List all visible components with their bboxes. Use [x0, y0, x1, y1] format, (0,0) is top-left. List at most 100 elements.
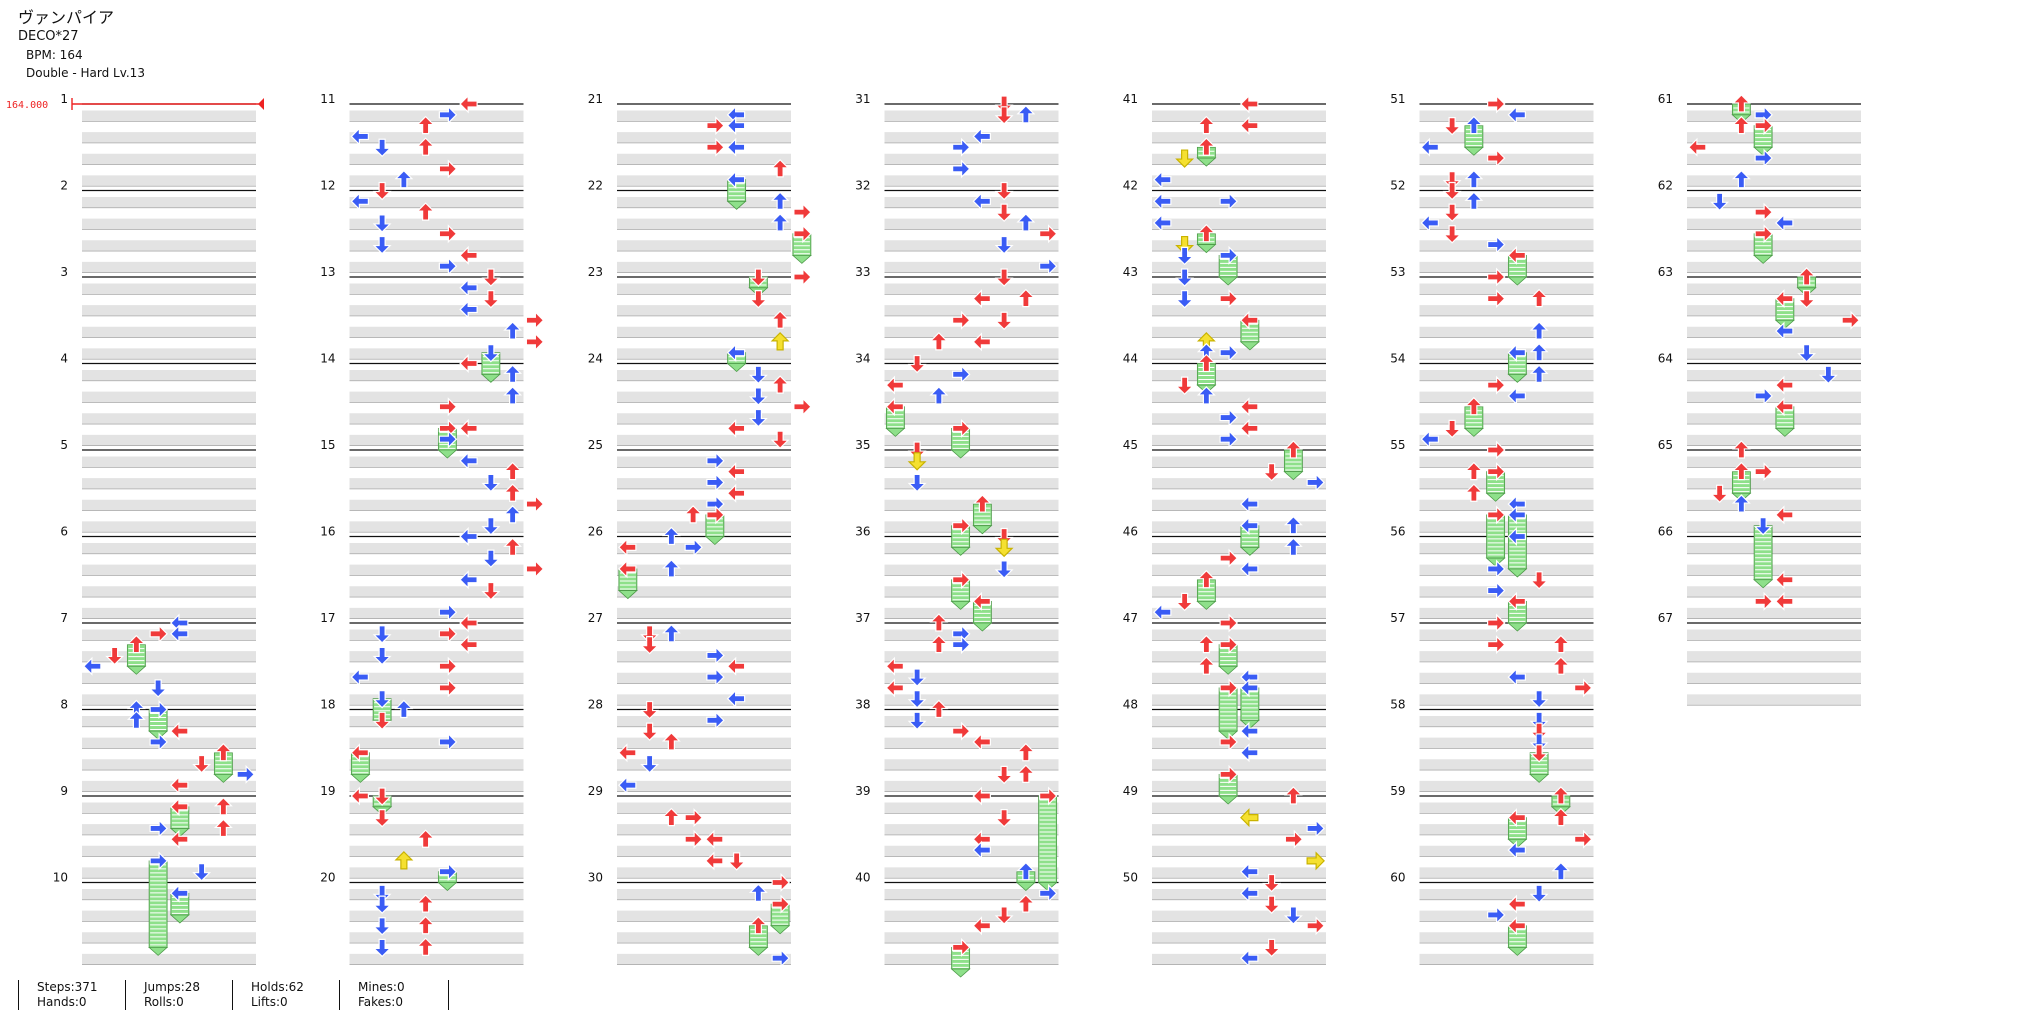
step-arrow-right-icon	[952, 516, 971, 536]
measure-number: 62	[1658, 179, 1673, 193]
step-arrow-left-icon	[1240, 743, 1259, 763]
beat-stripe	[1419, 672, 1594, 684]
step-arrow-left-icon	[1507, 808, 1526, 828]
beat-stripe	[82, 521, 256, 533]
step-arrow-left-icon	[1240, 862, 1259, 882]
step-arrow-up-icon	[1196, 115, 1216, 135]
beat-stripe	[349, 651, 524, 662]
measure-number: 38	[855, 698, 870, 712]
beat-stripe	[82, 694, 256, 706]
beat-stripe	[1419, 369, 1594, 381]
measure-number: 18	[320, 698, 335, 712]
step-arrow-left-icon	[1507, 667, 1526, 687]
beat-stripe	[1419, 153, 1594, 165]
beat-stripe	[617, 196, 791, 208]
step-arrow-down-icon	[748, 268, 768, 287]
beat-stripe	[1687, 153, 1861, 165]
step-arrow-down-icon	[1175, 376, 1195, 395]
step-arrow-down-icon	[994, 765, 1014, 785]
step-arrow-right-icon	[706, 137, 725, 157]
measure-number: 67	[1658, 611, 1673, 625]
beat-stripe	[1687, 132, 1861, 143]
step-arrow-down-icon	[994, 538, 1014, 558]
step-arrow-right-icon	[706, 505, 725, 525]
beat-stripe	[82, 218, 256, 230]
step-arrow-right-icon	[952, 418, 971, 438]
step-arrow-up-icon	[929, 332, 949, 351]
step-arrow-left-icon	[459, 245, 478, 265]
measure-number: 27	[588, 611, 603, 625]
step-arrow-left-icon	[459, 527, 478, 546]
beat-stripe	[1419, 694, 1594, 706]
step-arrow-left-icon	[1240, 116, 1259, 136]
measure-number: 43	[1123, 265, 1138, 279]
bpm-marker: 164.000	[6, 98, 264, 111]
measure-labels-layer: 1234567891011121314151617181920212223242…	[53, 92, 1673, 885]
beat-stripe	[1419, 845, 1594, 857]
step-arrow-left-icon	[1153, 602, 1172, 622]
beat-stripe	[1419, 759, 1594, 771]
beat-stripe	[1419, 326, 1594, 338]
step-arrow-right-icon	[1306, 851, 1325, 871]
beat-stripe	[1152, 478, 1326, 489]
step-arrow-down-icon	[192, 863, 212, 882]
beat-stripe	[884, 132, 1059, 143]
step-arrow-right-icon	[1219, 732, 1238, 752]
step-arrow-up-icon	[1016, 104, 1036, 124]
hold-note	[1774, 406, 1795, 437]
step-arrow-down-icon	[748, 387, 768, 406]
step-arrow-down-icon	[907, 354, 927, 374]
step-arrow-left-icon	[459, 354, 478, 373]
step-arrow-left-icon	[170, 883, 189, 903]
step-arrow-right-icon	[1284, 829, 1304, 849]
beat-stripe	[884, 305, 1059, 316]
hold-note	[1507, 514, 1528, 578]
measure-number: 13	[320, 265, 335, 279]
beat-stripe	[82, 824, 256, 835]
beat-stripe	[1419, 413, 1594, 425]
step-arrow-right-icon	[149, 700, 168, 719]
step-arrow-left-icon	[972, 289, 991, 309]
measure-number: 41	[1123, 92, 1138, 106]
beat-stripe	[349, 521, 524, 533]
beat-stripe	[617, 218, 791, 230]
beat-stripe	[884, 521, 1059, 533]
hold-note	[950, 946, 971, 978]
beat-stripe	[349, 240, 524, 252]
hold-note	[748, 925, 769, 956]
step-arrow-right-icon	[1219, 429, 1238, 449]
beat-stripe	[617, 175, 791, 187]
beat-stripe	[617, 953, 791, 965]
step-arrow-down-icon	[1442, 171, 1462, 190]
step-arrow-left-icon	[1507, 505, 1526, 525]
step-arrow-down-icon	[994, 560, 1014, 579]
beat-stripe	[884, 651, 1059, 662]
step-arrow-left-icon	[459, 278, 478, 298]
beat-stripe	[1152, 824, 1326, 835]
step-arrow-down-icon	[907, 668, 927, 687]
beat-stripe	[617, 326, 791, 338]
step-arrow-right-icon	[1487, 635, 1506, 655]
measure-number: 56	[1390, 525, 1405, 539]
beat-stripe	[349, 694, 524, 706]
step-arrow-right-icon	[438, 602, 458, 622]
beat-stripe	[884, 499, 1059, 511]
step-arrow-left-icon	[350, 191, 369, 211]
hold-note	[972, 600, 993, 632]
step-arrow-right-icon	[525, 494, 545, 514]
beat-stripe	[1687, 218, 1861, 230]
step-arrow-up-icon	[416, 202, 436, 221]
step-arrow-up-icon	[416, 894, 436, 913]
step-arrow-right-icon	[793, 202, 812, 222]
step-arrow-up-icon	[1016, 742, 1036, 762]
step-arrow-up-icon	[416, 915, 436, 935]
beat-stripe	[1152, 542, 1326, 554]
bpm-text: BPM: 164	[26, 48, 83, 62]
beat-stripe	[884, 824, 1059, 835]
beat-stripe	[349, 845, 524, 857]
beat-stripe	[617, 521, 791, 533]
step-arrow-down-icon	[1442, 181, 1462, 201]
beat-stripe	[82, 867, 256, 879]
beat-stripe	[884, 780, 1059, 792]
